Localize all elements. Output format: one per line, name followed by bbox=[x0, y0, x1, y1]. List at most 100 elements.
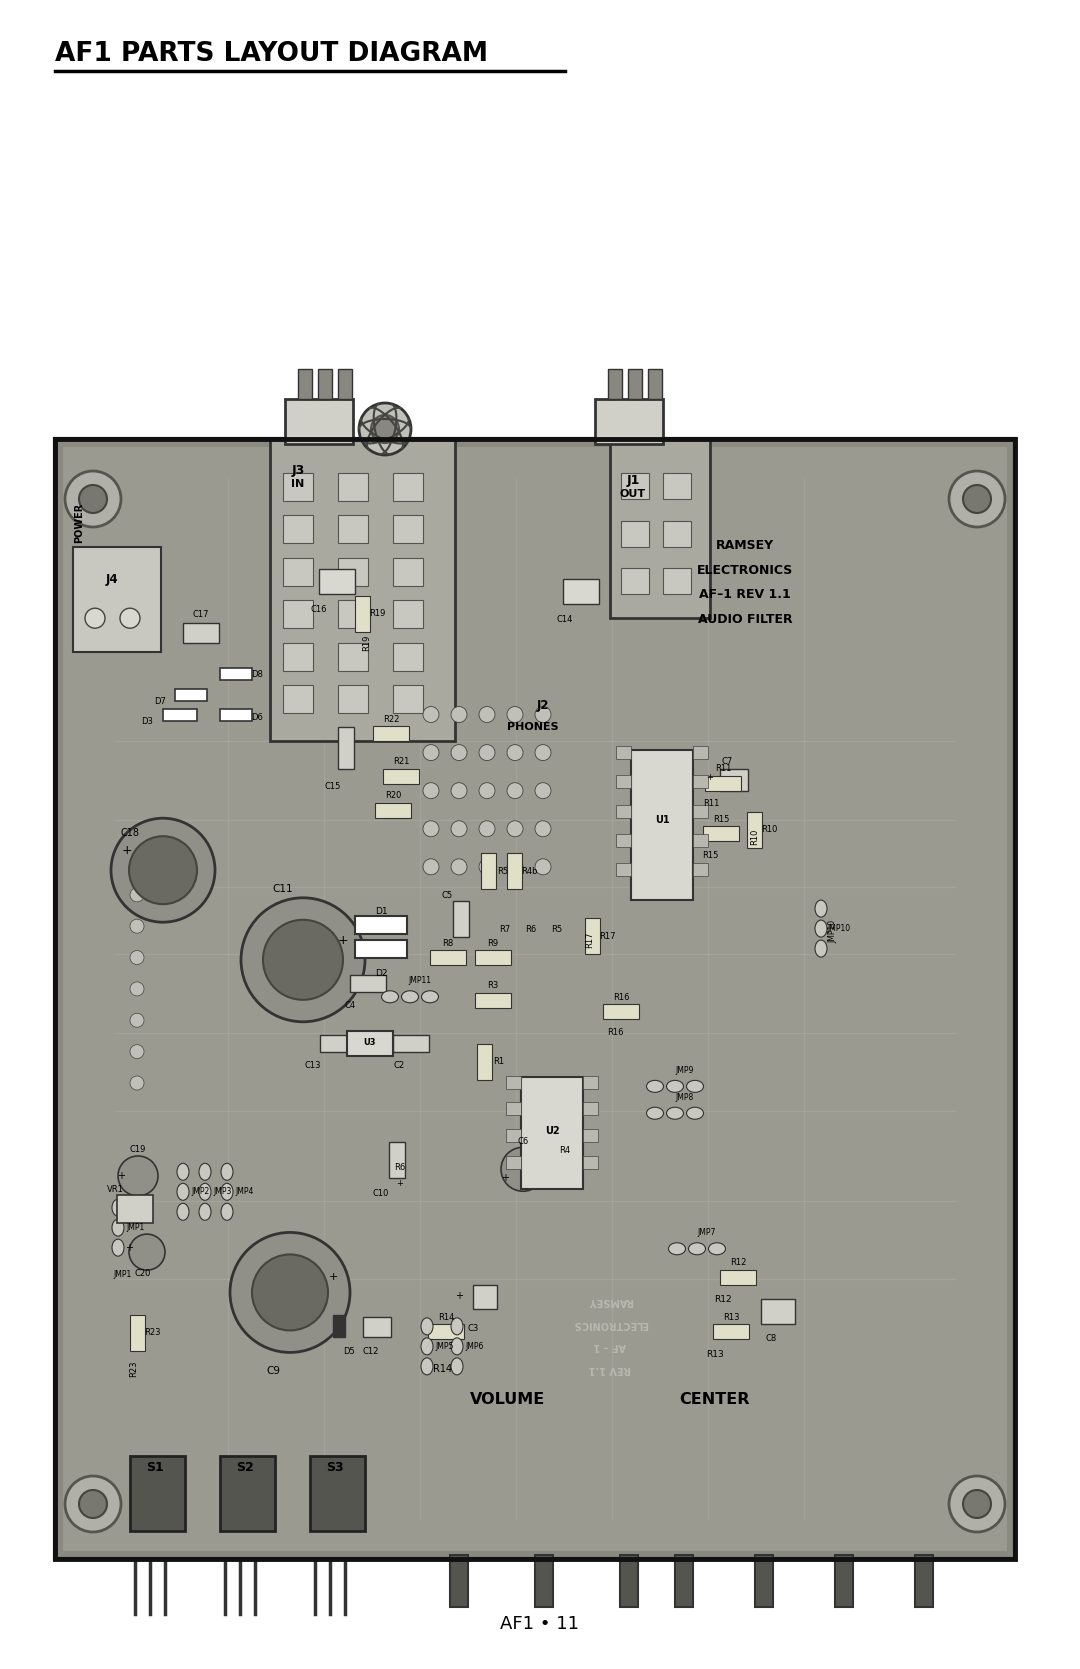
Bar bbox=[183, 623, 219, 643]
Circle shape bbox=[480, 783, 495, 799]
Ellipse shape bbox=[221, 1203, 233, 1220]
Circle shape bbox=[480, 706, 495, 723]
Text: R10: R10 bbox=[760, 824, 778, 834]
Text: C15: C15 bbox=[325, 781, 341, 791]
Circle shape bbox=[423, 783, 438, 799]
Text: JMP5: JMP5 bbox=[436, 1342, 455, 1350]
Text: U2: U2 bbox=[544, 1127, 559, 1137]
Text: D6: D6 bbox=[251, 713, 262, 723]
Ellipse shape bbox=[689, 1243, 705, 1255]
Text: C13: C13 bbox=[305, 1060, 321, 1070]
Text: C8: C8 bbox=[766, 1334, 777, 1344]
Bar bbox=[393, 557, 423, 586]
Bar bbox=[693, 863, 708, 876]
Bar bbox=[389, 1142, 405, 1178]
Bar bbox=[55, 439, 1015, 1559]
Bar bbox=[648, 369, 662, 399]
Bar bbox=[320, 1035, 356, 1051]
Circle shape bbox=[535, 706, 551, 723]
Circle shape bbox=[535, 783, 551, 799]
Circle shape bbox=[118, 1157, 158, 1197]
Ellipse shape bbox=[421, 991, 438, 1003]
Text: J2: J2 bbox=[537, 699, 550, 713]
Bar bbox=[298, 369, 312, 399]
Bar bbox=[475, 993, 511, 1008]
Bar bbox=[355, 916, 407, 935]
Text: R23: R23 bbox=[144, 1329, 160, 1337]
Bar bbox=[663, 474, 691, 499]
Bar bbox=[747, 811, 762, 848]
Circle shape bbox=[535, 821, 551, 836]
Text: +: + bbox=[338, 935, 349, 948]
Circle shape bbox=[507, 860, 523, 875]
Bar bbox=[373, 726, 409, 741]
Bar bbox=[915, 1556, 933, 1607]
Bar bbox=[350, 975, 386, 993]
Ellipse shape bbox=[451, 1359, 463, 1375]
Text: R13: R13 bbox=[706, 1350, 724, 1359]
Ellipse shape bbox=[381, 991, 399, 1003]
Text: R3: R3 bbox=[487, 981, 499, 990]
Text: RAMSEY: RAMSEY bbox=[588, 1297, 633, 1307]
Ellipse shape bbox=[421, 1359, 433, 1375]
Text: +: + bbox=[396, 1180, 404, 1188]
Text: C16: C16 bbox=[311, 604, 327, 614]
Text: C11: C11 bbox=[272, 885, 294, 895]
Text: C14: C14 bbox=[557, 614, 573, 624]
Circle shape bbox=[451, 860, 467, 875]
Ellipse shape bbox=[666, 1080, 684, 1092]
Bar bbox=[621, 567, 649, 594]
Circle shape bbox=[79, 486, 107, 512]
Bar bbox=[620, 1556, 638, 1607]
Bar bbox=[631, 751, 693, 901]
Text: JMP3: JMP3 bbox=[214, 1187, 232, 1197]
Text: VR1: VR1 bbox=[107, 1185, 123, 1193]
Bar bbox=[583, 1157, 598, 1170]
Text: R23: R23 bbox=[130, 1360, 138, 1377]
Circle shape bbox=[963, 486, 991, 512]
Bar bbox=[507, 1157, 521, 1170]
Bar bbox=[393, 601, 423, 628]
Text: VOLUME: VOLUME bbox=[471, 1392, 545, 1407]
Bar bbox=[507, 853, 522, 890]
Text: D7: D7 bbox=[154, 696, 166, 706]
Bar bbox=[755, 1556, 773, 1607]
Text: R11: R11 bbox=[715, 764, 731, 773]
Bar bbox=[583, 1075, 598, 1088]
Text: R15: R15 bbox=[713, 814, 729, 823]
Bar bbox=[318, 369, 332, 399]
Text: JMP1: JMP1 bbox=[126, 1223, 145, 1232]
Bar bbox=[521, 1078, 583, 1190]
Bar bbox=[477, 1043, 492, 1080]
Text: R16: R16 bbox=[607, 1028, 623, 1036]
Ellipse shape bbox=[451, 1319, 463, 1335]
Text: +: + bbox=[455, 1290, 463, 1300]
Text: C20: C20 bbox=[135, 1268, 151, 1278]
Ellipse shape bbox=[451, 1339, 463, 1355]
Bar bbox=[585, 918, 600, 955]
Text: D5: D5 bbox=[343, 1347, 355, 1357]
Text: C17: C17 bbox=[192, 611, 210, 619]
Circle shape bbox=[423, 821, 438, 836]
Text: R14: R14 bbox=[437, 1314, 455, 1322]
Text: C5: C5 bbox=[442, 891, 453, 901]
Text: R5: R5 bbox=[552, 925, 563, 935]
Ellipse shape bbox=[402, 991, 419, 1003]
Bar bbox=[616, 776, 631, 788]
Bar bbox=[117, 1195, 153, 1223]
Ellipse shape bbox=[815, 920, 827, 936]
Circle shape bbox=[949, 471, 1005, 527]
Bar bbox=[450, 1556, 468, 1607]
Bar bbox=[621, 474, 649, 499]
Text: AUDIO FILTER: AUDIO FILTER bbox=[698, 613, 793, 626]
Ellipse shape bbox=[815, 900, 827, 916]
Text: PHONES: PHONES bbox=[508, 721, 558, 731]
Text: R17: R17 bbox=[585, 931, 594, 948]
Bar bbox=[338, 369, 352, 399]
Bar bbox=[310, 1455, 365, 1530]
Bar bbox=[285, 399, 353, 444]
Text: C12: C12 bbox=[363, 1347, 379, 1357]
Circle shape bbox=[963, 1490, 991, 1519]
Text: R4: R4 bbox=[559, 1145, 570, 1155]
Text: +: + bbox=[501, 1173, 509, 1183]
